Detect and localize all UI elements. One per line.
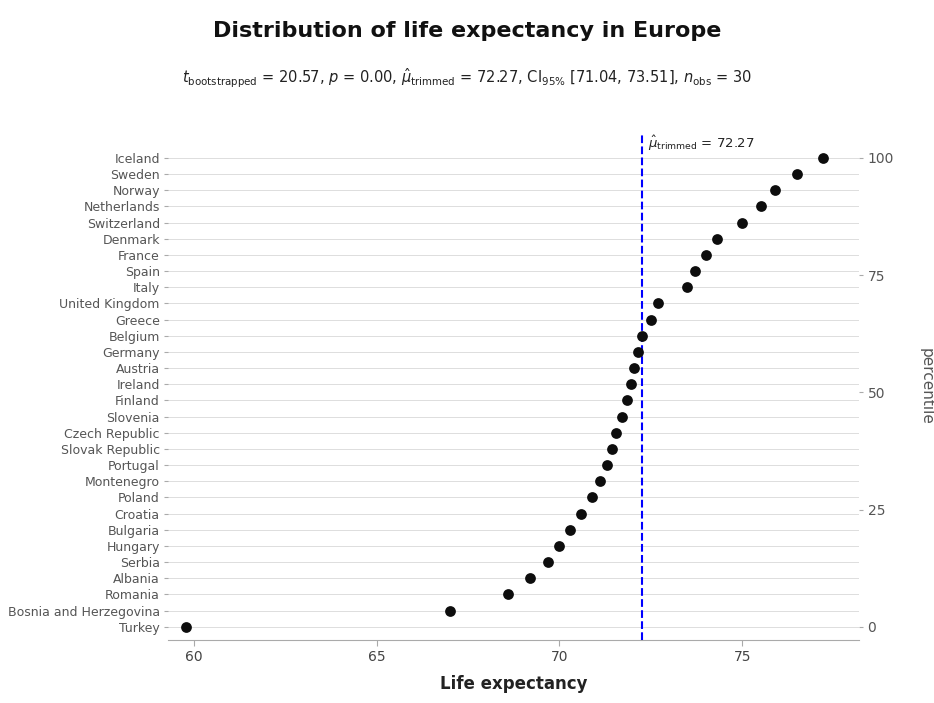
Point	[687, 266, 702, 277]
Point	[634, 330, 649, 342]
Point	[680, 282, 695, 293]
Point	[563, 524, 578, 536]
Point	[630, 347, 645, 358]
Point	[442, 605, 457, 617]
Point	[644, 314, 658, 325]
Y-axis label: percentile: percentile	[919, 348, 934, 425]
Point	[815, 153, 830, 164]
Point	[651, 298, 666, 309]
Point	[501, 589, 516, 600]
Point	[523, 573, 538, 584]
Point	[627, 363, 642, 374]
Text: $\hat{\mu}_{\mathrm{trimmed}}$ = 72.27: $\hat{\mu}_{\mathrm{trimmed}}$ = 72.27	[648, 134, 755, 153]
Point	[619, 395, 634, 406]
Point	[609, 427, 624, 439]
Point	[541, 557, 556, 568]
Point	[585, 492, 600, 503]
Point	[753, 201, 768, 212]
Point	[709, 233, 724, 245]
Text: $t_{\mathrm{bootstrapped}}$ = 20.57, $p$ = 0.00, $\hat{\mu}_{\mathrm{trimmed}}$ : $t_{\mathrm{bootstrapped}}$ = 20.57, $p$…	[182, 67, 752, 90]
Point	[615, 411, 630, 423]
X-axis label: Life expectancy: Life expectancy	[440, 676, 587, 693]
Point	[600, 460, 615, 471]
Point	[735, 217, 750, 228]
Point	[592, 476, 607, 487]
Point	[699, 250, 714, 261]
Point	[605, 444, 620, 455]
Point	[573, 508, 588, 520]
Point	[789, 169, 804, 180]
Point	[623, 379, 638, 390]
Point	[552, 541, 567, 552]
Text: Distribution of life expectancy in Europe: Distribution of life expectancy in Europ…	[213, 21, 721, 41]
Point	[179, 621, 194, 633]
Point	[768, 185, 783, 196]
